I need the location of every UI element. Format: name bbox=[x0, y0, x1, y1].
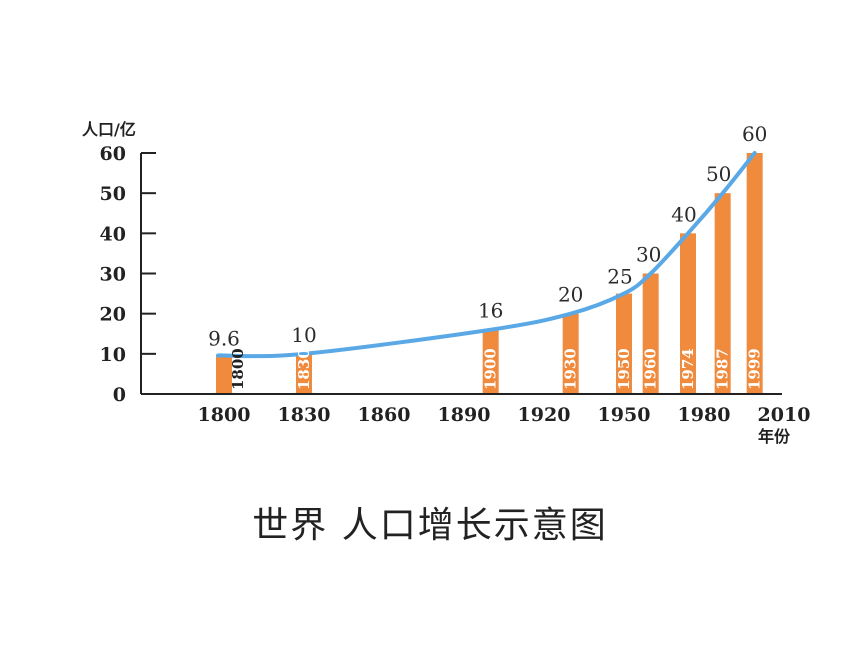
x-axis-label: 年份 bbox=[758, 427, 791, 446]
axes-layer bbox=[140, 152, 782, 395]
trend-line-layer bbox=[216, 151, 757, 359]
value-label-1974: 40 bbox=[671, 202, 696, 226]
bar-year-label-1999: 1999 bbox=[746, 348, 764, 390]
bar-year-label-1987: 1987 bbox=[714, 348, 732, 390]
labels-layer: 0 10 20 30 40 50 60 1800 1830 1860 1890 1920 1950 198… bbox=[82, 120, 810, 446]
bar-1930 bbox=[562, 313, 579, 394]
bar-1987 bbox=[714, 193, 731, 394]
y-axis-label: 人口/亿 bbox=[82, 120, 136, 139]
bar-1900 bbox=[482, 329, 499, 394]
bar-1999 bbox=[746, 153, 763, 394]
x-tick-label-1920: 1920 bbox=[518, 404, 571, 426]
bar-year-label-1960: 1960 bbox=[642, 348, 660, 390]
bar-1950 bbox=[616, 293, 632, 394]
value-label-1830: 10 bbox=[291, 323, 316, 347]
x-tick-label-2010: 2010 bbox=[758, 404, 811, 426]
y-tick-label-30: 30 bbox=[100, 264, 126, 286]
bar-year-label-1930: 1930 bbox=[562, 348, 580, 390]
x-tick-label-1890: 1890 bbox=[438, 404, 491, 426]
value-label-1960: 30 bbox=[636, 243, 661, 267]
bar-1830 bbox=[296, 353, 312, 394]
x-tick-label-1980: 1980 bbox=[678, 404, 731, 426]
x-tick-label-1830: 1830 bbox=[278, 404, 331, 426]
value-label-1950: 25 bbox=[607, 265, 632, 289]
bar-year-label-1900: 1900 bbox=[482, 348, 500, 390]
x-tick-label-1860: 1860 bbox=[358, 404, 411, 426]
bar-year-label-1830: 1830 bbox=[295, 348, 313, 390]
value-label-1800: 9.6 bbox=[208, 326, 240, 350]
chart-title: 世界 人口增长示意图 bbox=[252, 505, 608, 546]
bars-layer bbox=[216, 153, 763, 394]
bar-year-label-1974: 1974 bbox=[679, 348, 697, 390]
bar-1960 bbox=[642, 273, 659, 394]
y-tick-label-40: 40 bbox=[100, 223, 126, 245]
value-label-1999: 60 bbox=[742, 122, 767, 146]
bar-year-label-1950: 1950 bbox=[615, 348, 633, 390]
y-tick-label-0: 0 bbox=[113, 384, 126, 406]
x-tick-label-1950: 1950 bbox=[598, 404, 651, 426]
y-tick-label-60: 60 bbox=[100, 143, 126, 165]
y-tick-label-50: 50 bbox=[100, 183, 126, 205]
value-label-1930: 20 bbox=[558, 283, 583, 307]
y-tick-label-20: 20 bbox=[100, 304, 126, 326]
bar-1800 bbox=[216, 355, 232, 394]
bar-year-label-1800: 1800 bbox=[229, 348, 247, 390]
y-tick-label-10: 10 bbox=[100, 344, 126, 366]
value-label-1987: 50 bbox=[706, 162, 731, 186]
population-trend-line bbox=[216, 151, 757, 359]
x-tick-label-1800: 1800 bbox=[198, 404, 251, 426]
value-label-1900: 16 bbox=[478, 299, 503, 323]
bar-1974 bbox=[680, 233, 696, 394]
